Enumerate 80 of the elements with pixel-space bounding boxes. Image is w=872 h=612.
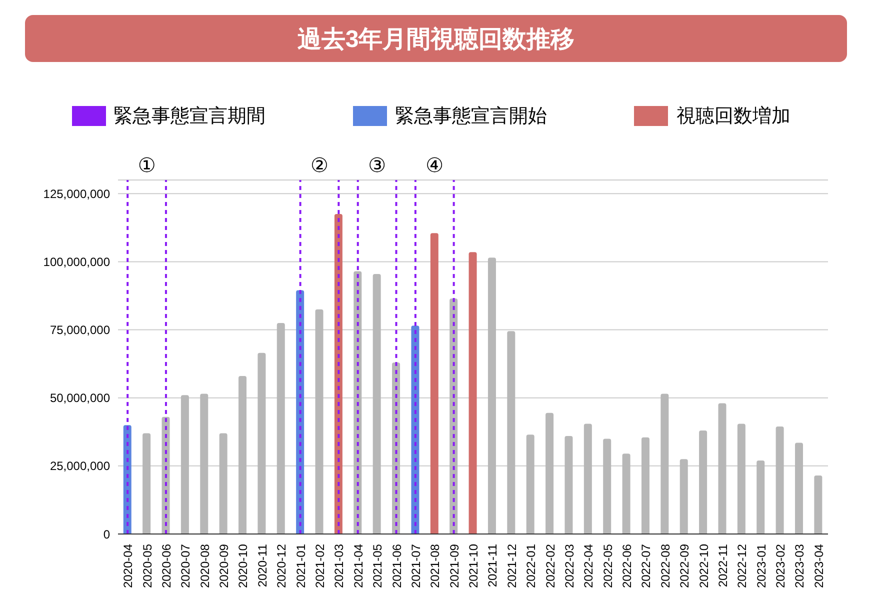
x-tick-label: 2020-09 [217,544,232,588]
bar [142,433,151,534]
x-tick-label: 2021-09 [447,544,462,588]
bar [699,430,708,534]
y-tick-label: 100,000,000 [43,254,110,269]
x-tick-label: 2022-10 [696,544,711,588]
x-tick-label: 2023-03 [792,544,807,588]
x-tick-label: 2021-02 [313,544,328,588]
text: ③ [368,155,386,177]
bar [584,424,592,534]
bar [737,424,746,534]
bar [622,454,630,534]
bar [276,322,285,534]
bar [756,460,765,534]
bar [372,274,381,534]
bar [200,394,208,534]
bar [488,258,496,534]
x-tick-label: 2022-04 [582,544,596,588]
bar [258,352,266,534]
x-tick-label: 2021-01 [294,544,308,588]
x-tick-label: 2022-12 [735,544,750,588]
x-tick-label: 2021-05 [370,544,385,588]
x-tick-label: 2020-06 [159,544,174,588]
x-tick-label: 2020-12 [274,544,289,588]
bar [468,252,477,534]
x-tick-label: 2020-10 [236,544,250,588]
y-tick-label: 125,000,000 [43,186,110,201]
bar [814,475,822,534]
bar [603,438,612,534]
bar [564,436,573,534]
bar [718,403,726,534]
y-tick-label: 25,000,000 [50,459,110,474]
x-tick-label: 2021-11 [486,544,500,588]
x-tick-label: 2020-05 [140,544,154,588]
y-tick-label: 75,000,000 [50,323,110,338]
bar [660,394,669,534]
x-tick-label: 2022-09 [678,544,692,588]
x-tick-label: 2022-01 [524,544,538,588]
legend-label: 緊急事態宣言開始 [394,105,547,129]
bar [507,331,516,534]
bar [315,309,324,534]
x-tick-label: 2022-06 [620,544,634,588]
x-tick-label: 2022-11 [716,544,730,588]
x-tick-label: 2023-04 [812,544,826,588]
y-tick-label: 0 [103,527,110,542]
x-tick-label: 2021-12 [504,544,519,588]
x-tick-label: 2021-10 [466,544,481,588]
bar [238,376,247,534]
x-tick-label: 2020-11 [255,544,270,588]
x-tick-label: 2021-04 [351,544,366,588]
bar [680,459,688,534]
x-tick-label: 2022-05 [600,544,615,588]
bar [776,426,784,534]
chart-title: 過去3年月間視聴回数推移 [25,15,847,62]
x-tick-label: 2023-01 [754,544,768,588]
bar [219,433,228,534]
x-tick-label: 2022-03 [562,544,576,588]
text: ④ [426,155,444,177]
y-tick-label: 50,000,000 [50,391,110,406]
x-tick-label: 2022-08 [658,544,672,588]
bar [794,442,803,534]
x-tick-label: 2021-08 [428,544,442,588]
bar [180,395,189,534]
text: ① [138,155,156,177]
x-tick-label: 2020-04 [121,544,136,588]
x-tick-label: 2022-07 [639,544,654,588]
x-tick-label: 2022-02 [543,544,558,588]
legend-label: 緊急事態宣言期間 [114,105,266,129]
text: ② [310,155,328,177]
bar [546,412,554,534]
bar [526,434,534,534]
x-tick-label: 2021-03 [332,544,346,588]
x-tick-label: 2023-02 [774,544,788,588]
x-tick-label: 2021-06 [390,544,404,588]
x-tick-label: 2020-08 [198,544,212,588]
bar [430,233,438,534]
x-tick-label: 2020-07 [178,544,193,588]
bar [641,437,650,534]
legend-label: 視聴回数増加 [676,104,790,129]
x-tick-label: 2021-07 [408,544,423,588]
